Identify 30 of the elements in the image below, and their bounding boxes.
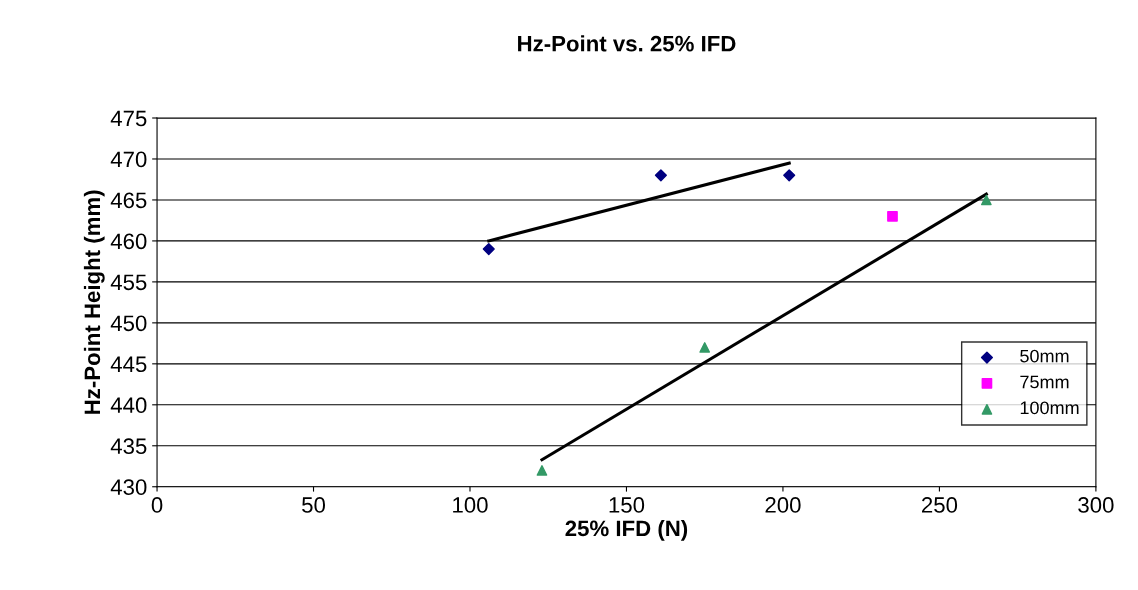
- x-tick-label: 200: [765, 497, 801, 513]
- y-tick-label: 440: [110, 397, 147, 414]
- x-tick-label: 250: [922, 497, 958, 513]
- point: [654, 169, 667, 182]
- y-tick-label: 430: [110, 479, 147, 496]
- y-tick-label: 475: [110, 110, 147, 127]
- point: [981, 194, 992, 206]
- legend-label: 50mm: [1020, 349, 1069, 363]
- point: [783, 169, 796, 182]
- y-tick-label: 435: [110, 438, 147, 455]
- point: [887, 210, 898, 222]
- x-tick-label: 300: [1078, 497, 1114, 513]
- y-tick-label: 470: [110, 151, 147, 168]
- point: [482, 243, 495, 256]
- y-axis-title: Hz-Point Height (mm): [83, 190, 105, 414]
- point: [699, 342, 711, 353]
- y-tick-label: 460: [110, 233, 147, 250]
- chart-title: Hz-Point vs. 25% IFD: [518, 35, 736, 52]
- x-axis-title: 25% IFD (N): [565, 519, 688, 541]
- y-tick-label: 445: [110, 356, 147, 373]
- x-tick-label: 100: [453, 497, 488, 513]
- legend-label: 100mm: [1020, 401, 1079, 415]
- x-tick-label: 150: [609, 497, 645, 513]
- y-tick-label: 455: [110, 274, 147, 291]
- x-tick-label: 0: [151, 497, 163, 513]
- point: [536, 465, 548, 476]
- y-tick-label: 465: [110, 192, 147, 209]
- y-tick-label: 450: [110, 315, 147, 332]
- legend-label: 75mm: [1020, 375, 1069, 389]
- x-tick-label: 50: [302, 497, 326, 513]
